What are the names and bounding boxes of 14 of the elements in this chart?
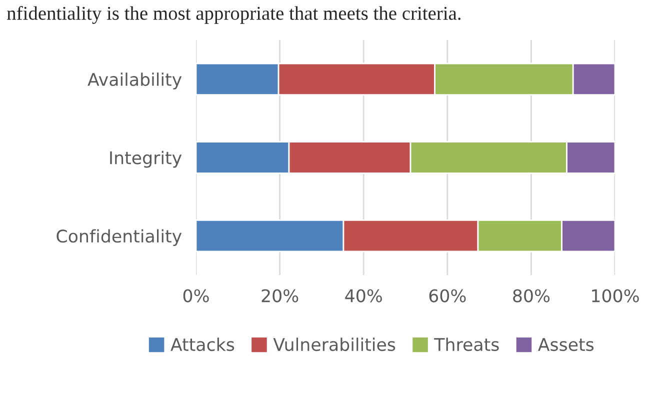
x-tick-label: 0% xyxy=(183,289,209,302)
x-tick-label: 80% xyxy=(513,289,550,302)
legend-label: Threats xyxy=(434,338,499,352)
y-tick-label: Confidentiality xyxy=(56,229,182,246)
y-tick-label: Availability xyxy=(88,72,182,90)
legend-label: Vulnerabilities xyxy=(273,338,396,352)
y-tick-label: Integrity xyxy=(110,150,182,168)
legend-label: Assets xyxy=(538,338,594,352)
text: nfidentiality is the most appropriate that meets the criteria. xyxy=(7,6,460,24)
legend-label: Attacks xyxy=(170,338,234,352)
x-tick-label: 60% xyxy=(429,289,466,302)
x-tick-label: 40% xyxy=(345,289,382,302)
x-tick-label: 100% xyxy=(592,289,639,302)
x-tick-label: 20% xyxy=(262,289,298,302)
